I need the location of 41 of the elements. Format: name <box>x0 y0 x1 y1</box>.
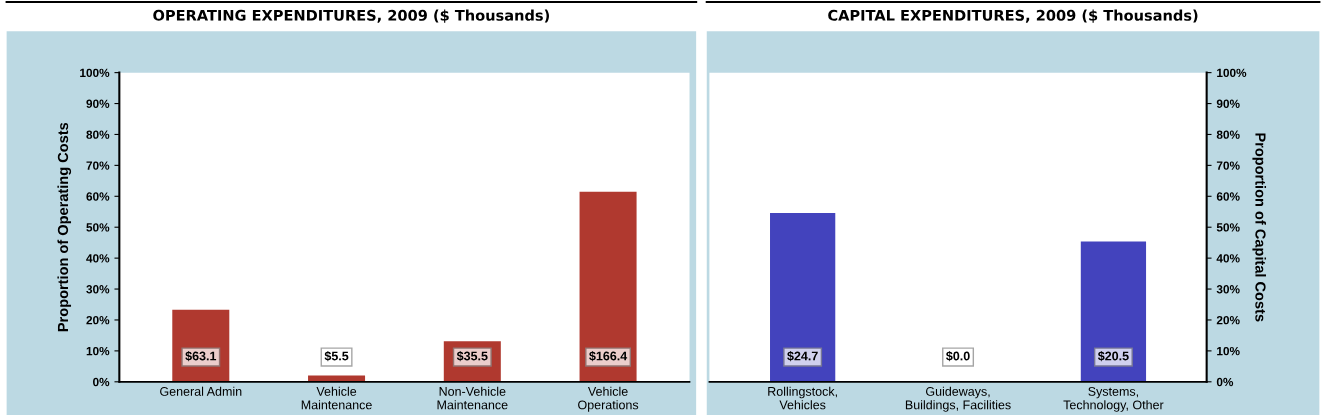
y-tick-label: 60% <box>86 192 110 201</box>
y-tick-label: 70% <box>1216 161 1240 170</box>
x-tick-label: Vehicle Operations <box>578 386 639 412</box>
y-tick-label: 80% <box>1216 130 1240 139</box>
y-tick-label: 30% <box>86 285 110 294</box>
y-tick-label: 10% <box>1217 346 1240 356</box>
y-axis-title: Proportion of Capital Costs <box>1252 133 1267 322</box>
x-tick-label: Vehicle Maintenance <box>301 386 372 410</box>
annotation: $20.5 <box>1097 351 1129 362</box>
y-tick-label: 0% <box>93 377 110 387</box>
annotation: $24.7 <box>787 351 818 362</box>
x-tick-label: Guideways, Buildings, Facilities <box>905 386 1011 412</box>
y-tick-label: 40% <box>1216 254 1240 263</box>
annotation: $0.0 <box>946 351 970 362</box>
y-tick-label: 70% <box>86 161 110 170</box>
y-tick-label: 50% <box>86 223 110 232</box>
x-tick-label: Systems, Technology, Other <box>1063 386 1164 412</box>
bar <box>579 191 637 382</box>
x-tick-label: Rollingstock, Vehicles <box>768 386 837 410</box>
annotation: $166.4 <box>589 351 628 362</box>
y-tick-label: 100% <box>1217 68 1247 78</box>
y-axis-title: Proportion of Operating Costs <box>57 122 72 332</box>
y-tick-label: 80% <box>86 130 110 139</box>
y-tick-label: 30% <box>1216 285 1240 294</box>
chart-title: OPERATING EXPENDITURES, 2009 ($ Thousands) <box>153 9 549 23</box>
chart-title: CAPITAL EXPENDITURES, 2009 ($ Thousands) <box>828 9 1198 23</box>
x-tick-label: General Admin <box>160 386 242 396</box>
annotation: $63.1 <box>185 351 217 362</box>
y-tick-label: 50% <box>1216 223 1240 232</box>
x-tick-label: Non-Vehicle Maintenance <box>437 386 508 410</box>
y-tick-label: 90% <box>1216 99 1240 108</box>
y-tick-label: 60% <box>1216 192 1240 201</box>
y-tick-label: 10% <box>86 346 110 356</box>
y-tick-label: 20% <box>1216 316 1240 325</box>
y-tick-label: 40% <box>86 254 110 263</box>
annotation: $5.5 <box>324 351 349 362</box>
y-tick-label: 20% <box>86 316 110 325</box>
y-tick-label: 90% <box>86 99 110 108</box>
y-tick-label: 100% <box>80 68 110 78</box>
annotation: $35.5 <box>456 351 488 362</box>
y-tick-label: 0% <box>1216 377 1234 387</box>
